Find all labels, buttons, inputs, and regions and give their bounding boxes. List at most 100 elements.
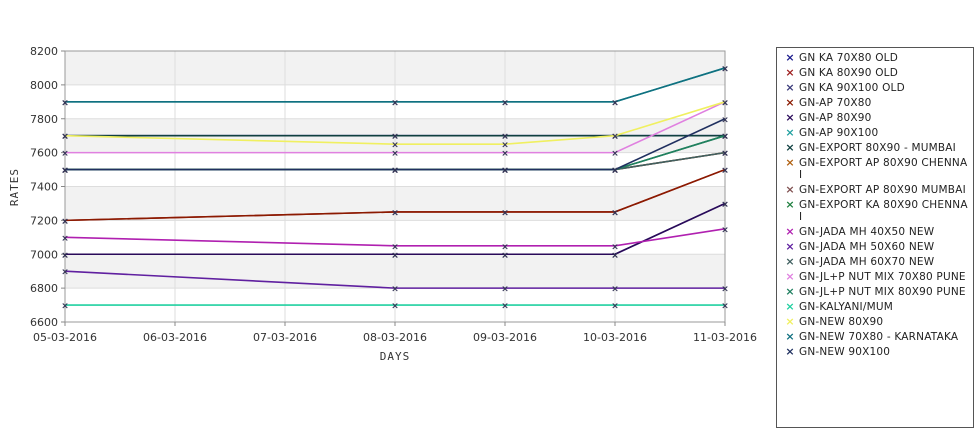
data-point: × — [721, 98, 729, 108]
legend-item: × GN-EXPORT AP 80X90 MUMBAI — [781, 183, 969, 197]
legend: × GN KA 70X80 OLD × GN KA 80X90 OLD × GN KA 9… — [776, 47, 974, 428]
data-point: × — [61, 251, 69, 261]
data-point: × — [721, 166, 729, 176]
legend-marker-icon: × — [785, 183, 795, 196]
data-point: × — [611, 132, 619, 142]
legend-marker-icon: × — [785, 255, 795, 268]
data-point: × — [61, 132, 69, 142]
legend-item: × GN-JADA MH 40X50 NEW — [781, 225, 969, 239]
data-point: × — [501, 166, 509, 176]
y-tick-label: 7800 — [30, 113, 58, 126]
data-point: × — [61, 217, 69, 227]
data-point: × — [721, 285, 729, 295]
data-point: × — [391, 166, 399, 176]
legend-item: × GN-AP 70X80 — [781, 97, 969, 110]
data-point: × — [721, 132, 729, 142]
data-point: × — [721, 115, 729, 125]
data-point: × — [611, 166, 619, 176]
legend-label: GN-EXPORT 80X90 - MUMBAI — [799, 142, 956, 154]
data-point: × — [611, 242, 619, 252]
data-point: × — [721, 302, 729, 312]
legend-label: GN-EXPORT AP 80X90 CHENNAI — [799, 157, 968, 181]
legend-label: GN-JADA MH 40X50 NEW — [799, 226, 935, 238]
data-point: × — [391, 251, 399, 261]
data-point: × — [501, 141, 509, 151]
data-point: × — [611, 166, 619, 176]
legend-marker-icon: × — [785, 111, 795, 124]
legend-item: × GN-JADA MH 60X70 NEW — [781, 255, 969, 269]
data-point: × — [721, 132, 729, 142]
legend-label: GN-NEW 70X80 - KARNATAKA — [799, 331, 959, 343]
data-point: × — [61, 166, 69, 176]
data-point: × — [501, 251, 509, 261]
y-axis-ticks: 6600 6800 7000 7200 7400 7600 7800 8000 8200 — [30, 45, 65, 329]
data-point: × — [721, 132, 729, 142]
data-point: × — [61, 166, 69, 176]
data-point: × — [611, 166, 619, 176]
data-point: × — [611, 251, 619, 261]
data-point: × — [61, 98, 69, 108]
legend-label: GN-AP 80X90 — [799, 112, 872, 124]
legend-label: GN-JL+P NUT MIX 80X90 PUNE — [799, 286, 966, 298]
data-point: × — [611, 98, 619, 108]
legend-marker-icon: × — [785, 225, 795, 238]
data-point: × — [611, 149, 619, 159]
data-point: × — [501, 208, 509, 218]
data-point: × — [721, 64, 729, 74]
data-point: × — [391, 242, 399, 252]
legend-label: GN-NEW 80X90 — [799, 316, 884, 328]
data-point: × — [501, 149, 509, 159]
data-point: × — [61, 132, 69, 142]
data-point: × — [61, 251, 69, 261]
legend-marker-icon: × — [785, 345, 795, 358]
data-point: × — [61, 234, 69, 244]
data-point: × — [611, 166, 619, 176]
data-point: × — [61, 166, 69, 176]
legend-item: × GN-NEW 90X100 — [781, 345, 969, 359]
y-tick-label: 8200 — [30, 45, 58, 58]
legend-item: × GN KA 80X90 OLD — [781, 67, 969, 80]
x-tick-label: 10-03-2016 — [583, 331, 647, 344]
series-group: ××××× — [61, 302, 729, 312]
data-point: × — [501, 98, 509, 108]
data-point: × — [391, 166, 399, 176]
legend-label: GN-JL+P NUT MIX 70X80 PUNE — [799, 271, 966, 283]
data-point: × — [391, 166, 399, 176]
data-point: × — [61, 98, 69, 108]
y-tick-label: 7400 — [30, 181, 58, 194]
data-point: × — [391, 149, 399, 159]
data-point: × — [391, 166, 399, 176]
data-point: × — [501, 132, 509, 142]
data-point: × — [61, 268, 69, 278]
data-point: × — [391, 208, 399, 218]
y-tick-label: 7200 — [30, 214, 58, 227]
x-axis-ticks: 05-03-2016 06-03-2016 07-03-2016 08-03-2016… — [33, 322, 757, 344]
data-point: × — [611, 166, 619, 176]
data-point: × — [501, 166, 509, 176]
data-point: × — [391, 98, 399, 108]
data-point: × — [501, 302, 509, 312]
legend-item: × GN-JL+P NUT MIX 70X80 PUNE — [781, 270, 969, 284]
series-group: ××××× — [61, 200, 729, 261]
series-line — [64, 228, 726, 247]
y-tick-label: 7000 — [30, 248, 58, 261]
data-point: × — [721, 149, 729, 159]
legend-label: GN-AP 70X80 — [799, 97, 872, 109]
data-point: × — [501, 208, 509, 218]
series-group: ××××× — [61, 98, 729, 159]
legend-item: × GN-NEW 70X80 - KARNATAKA — [781, 330, 969, 344]
legend-item: × GN-JADA MH 50X60 NEW — [781, 241, 969, 254]
legend-marker-icon: × — [785, 330, 795, 343]
data-point: × — [611, 132, 619, 142]
legend-marker-icon: × — [785, 270, 795, 283]
data-point: × — [501, 166, 509, 176]
data-point: × — [611, 208, 619, 218]
data-point: × — [501, 166, 509, 176]
data-point: × — [721, 166, 729, 176]
data-point: × — [611, 302, 619, 312]
legend-label: GN-JADA MH 50X60 NEW — [799, 241, 935, 253]
legend-item: × GN-NEW 80X90 — [781, 316, 969, 329]
legend-marker-icon: × — [785, 126, 795, 139]
series-group: ××××× — [61, 98, 729, 150]
series-group: ××××× — [61, 268, 729, 295]
